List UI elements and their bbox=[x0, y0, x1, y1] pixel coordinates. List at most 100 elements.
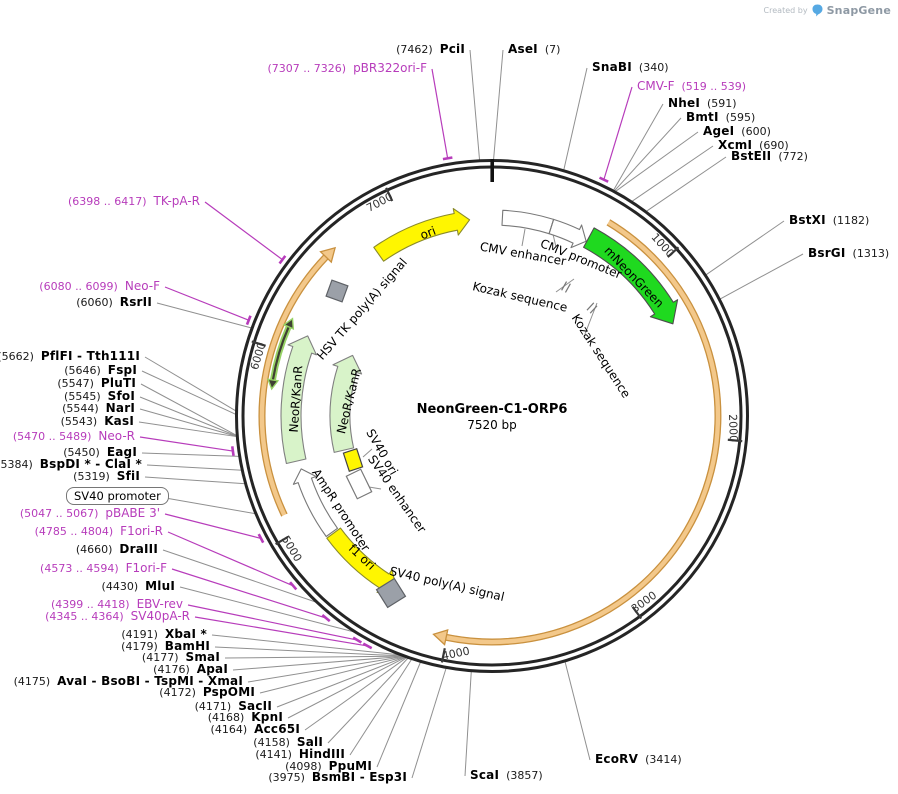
enzyme-entry-acc65i[interactable]: (4164) Acc65I bbox=[211, 722, 300, 737]
enzyme-label-sfii[interactable]: SfiI bbox=[116, 469, 140, 483]
enzyme-entry-avai-bsobi-tspmi-xmai[interactable]: (4175) AvaI - BsoBI - TspMI - XmaI bbox=[14, 674, 243, 689]
primer-label-neo-f[interactable]: Neo-F bbox=[124, 279, 160, 293]
primer-entry-neo-f[interactable]: (6080 .. 6099) Neo-F bbox=[39, 279, 160, 294]
primer-label-pbabe-3[interactable]: pBABE 3' bbox=[105, 506, 160, 520]
enzyme-entry-pcii[interactable]: (7462) PciI bbox=[396, 42, 465, 57]
enzyme-label-agei[interactable]: AgeI bbox=[703, 124, 735, 138]
enzyme-entry-agei[interactable]: AgeI (600) bbox=[703, 124, 771, 139]
enzyme-label-xcmi[interactable]: XcmI bbox=[718, 138, 753, 152]
enzyme-entry-bsteii[interactable]: BstEII (772) bbox=[731, 149, 808, 164]
enzyme-label-bsmbi-esp3i[interactable]: BsmBI - Esp3I bbox=[311, 770, 407, 784]
enzyme-label-bsteii[interactable]: BstEII bbox=[731, 149, 772, 163]
enzyme-label-bstxi[interactable]: BstXI bbox=[789, 213, 826, 227]
enzyme-label-sali[interactable]: SalI bbox=[296, 735, 323, 749]
enzyme-label-pcii[interactable]: PciI bbox=[439, 42, 465, 56]
enzyme-label-acc65i[interactable]: Acc65I bbox=[254, 722, 300, 736]
primer-label-pbr322ori-f[interactable]: pBR322ori-F bbox=[353, 61, 427, 75]
enzyme-entry-bspdi-clai[interactable]: (5384) BspDI * - ClaI * bbox=[0, 457, 142, 472]
enzyme-entry-rsrii[interactable]: (6060) RsrII bbox=[76, 295, 152, 310]
feature-cmv-promoter-arrow[interactable] bbox=[548, 218, 587, 249]
feature-sv40-enhancer-box[interactable] bbox=[345, 468, 373, 500]
enzyme-entry-ecorv[interactable]: EcoRV (3414) bbox=[595, 752, 682, 767]
feature-cds-arc-right[interactable] bbox=[432, 219, 722, 646]
enzyme-label-ecorv[interactable]: EcoRV bbox=[595, 752, 639, 766]
enzyme-label-asei[interactable]: AseI bbox=[508, 42, 538, 56]
primer-label-tk-pa-r[interactable]: TK-pA-R bbox=[153, 194, 201, 208]
enzyme-entry-pluti[interactable]: (5547) PluTI bbox=[57, 376, 136, 391]
primer-entry-ebv-rev[interactable]: (4399 .. 4418) EBV-rev bbox=[51, 597, 183, 612]
enzyme-label-mlui[interactable]: MluI bbox=[145, 579, 175, 593]
feature-hsv-tk-polya-box[interactable] bbox=[325, 279, 349, 303]
feature-ampr-promoter-arrow[interactable] bbox=[292, 468, 339, 538]
enzyme-entry-bstxi[interactable]: BstXI (1182) bbox=[789, 213, 869, 228]
primer-label-f1ori-f[interactable]: F1ori-F bbox=[125, 561, 167, 575]
enzyme-label-pspomi[interactable]: PspOMI bbox=[202, 685, 255, 699]
feature-cmv-enhancer-arrow[interactable] bbox=[501, 209, 555, 235]
primer-label-ebv-rev[interactable]: EBV-rev bbox=[136, 597, 183, 611]
enzyme-label-kpni[interactable]: KpnI bbox=[251, 710, 283, 724]
enzyme-label-fspi[interactable]: FspI bbox=[107, 363, 137, 377]
enzyme-entry-kasi[interactable]: (5543) KasI bbox=[61, 414, 134, 429]
enzyme-label-nari[interactable]: NarI bbox=[105, 401, 135, 415]
enzyme-label-snabi[interactable]: SnaBI bbox=[592, 60, 632, 74]
enzyme-entry-apai[interactable]: (4176) ApaI bbox=[153, 662, 228, 677]
enzyme-entry-bsrgi[interactable]: BsrGI (1313) bbox=[808, 246, 889, 261]
enzyme-entry-pflfi-tth111i[interactable]: (5662) PflFI - Tth111I bbox=[0, 349, 140, 364]
enzyme-entry-snabi[interactable]: SnaBI (340) bbox=[592, 60, 669, 75]
enzyme-entry-hindiii[interactable]: (4141) HindIII bbox=[255, 747, 345, 762]
enzyme-entry-sacii[interactable]: (4171) SacII bbox=[195, 699, 272, 714]
primer-entry-cmv-f[interactable]: CMV-F (519 .. 539) bbox=[637, 79, 746, 94]
enzyme-label-nhei[interactable]: NheI bbox=[668, 96, 700, 110]
enzyme-label-bmti[interactable]: BmtI bbox=[686, 110, 719, 124]
primer-entry-f1ori-r[interactable]: (4785 .. 4804) F1ori-R bbox=[35, 524, 163, 539]
feature-sv40-polya-box[interactable] bbox=[375, 577, 407, 609]
enzyme-entry-nari[interactable]: (5544) NarI bbox=[62, 401, 135, 416]
enzyme-entry-nhei[interactable]: NheI (591) bbox=[668, 96, 737, 111]
primer-entry-neo-r[interactable]: (5470 .. 5489) Neo-R bbox=[13, 429, 135, 444]
enzyme-label-sfoi[interactable]: SfoI bbox=[107, 389, 135, 403]
feature-neor-kanr-inner-arrow[interactable] bbox=[329, 354, 363, 453]
enzyme-entry-pspomi[interactable]: (4172) PspOMI bbox=[159, 685, 255, 700]
enzyme-label-eagi[interactable]: EagI bbox=[106, 445, 137, 459]
enzyme-label-rsrii[interactable]: RsrII bbox=[119, 295, 152, 309]
feature-double-arrow[interactable] bbox=[266, 317, 295, 391]
enzyme-entry-eagi[interactable]: (5450) EagI bbox=[63, 445, 137, 460]
enzyme-label-bsrgi[interactable]: BsrGI bbox=[808, 246, 846, 260]
enzyme-entry-draiii[interactable]: (4660) DraIII bbox=[76, 542, 158, 557]
enzyme-label-xbai[interactable]: XbaI * bbox=[164, 627, 207, 641]
enzyme-entry-scai[interactable]: ScaI (3857) bbox=[470, 768, 543, 783]
enzyme-label-avai-bsobi-tspmi-xmai[interactable]: AvaI - BsoBI - TspMI - XmaI bbox=[57, 674, 243, 688]
feature-cds-arc-left[interactable] bbox=[258, 246, 337, 517]
enzyme-label-bspdi-clai[interactable]: BspDI * - ClaI * bbox=[39, 457, 142, 471]
primer-label-cmv-f[interactable]: CMV-F bbox=[637, 79, 675, 93]
enzyme-label-sacii[interactable]: SacII bbox=[238, 699, 272, 713]
enzyme-entry-bmti[interactable]: BmtI (595) bbox=[686, 110, 755, 125]
enzyme-entry-kpni[interactable]: (4168) KpnI bbox=[208, 710, 283, 725]
enzyme-entry-bamhi[interactable]: (4179) BamHI bbox=[121, 639, 210, 654]
primer-entry-pbabe-3[interactable]: (5047 .. 5067) pBABE 3' bbox=[20, 506, 160, 521]
feature-label-sv40-promoter-boxed[interactable]: SV40 promoter bbox=[66, 487, 169, 505]
enzyme-label-ppumi[interactable]: PpuMI bbox=[328, 759, 372, 773]
enzyme-label-pluti[interactable]: PluTI bbox=[100, 376, 136, 390]
enzyme-entry-mlui[interactable]: (4430) MluI bbox=[102, 579, 175, 594]
enzyme-entry-bsmbi-esp3i[interactable]: (3975) BsmBI - Esp3I bbox=[268, 770, 407, 785]
primer-entry-sv40pa-r[interactable]: (4345 .. 4364) SV40pA-R bbox=[45, 609, 190, 624]
enzyme-entry-sfoi[interactable]: (5545) SfoI bbox=[64, 389, 135, 404]
enzyme-label-bamhi[interactable]: BamHI bbox=[164, 639, 210, 653]
enzyme-entry-xbai[interactable]: (4191) XbaI * bbox=[121, 627, 207, 642]
primer-label-neo-r[interactable]: Neo-R bbox=[98, 429, 135, 443]
feature-mneongreen-arrow[interactable] bbox=[583, 227, 679, 325]
enzyme-entry-ppumi[interactable]: (4098) PpuMI bbox=[285, 759, 372, 774]
enzyme-label-kasi[interactable]: KasI bbox=[104, 414, 134, 428]
enzyme-entry-smai[interactable]: (4177) SmaI bbox=[142, 650, 220, 665]
primer-entry-pbr322ori-f[interactable]: (7307 .. 7326) pBR322ori-F bbox=[268, 61, 428, 76]
enzyme-label-smai[interactable]: SmaI bbox=[185, 650, 220, 664]
enzyme-entry-sali[interactable]: (4158) SalI bbox=[253, 735, 323, 750]
primer-entry-tk-pa-r[interactable]: (6398 .. 6417) TK-pA-R bbox=[68, 194, 200, 209]
primer-label-sv40pa-r[interactable]: SV40pA-R bbox=[130, 609, 190, 623]
enzyme-entry-fspi[interactable]: (5646) FspI bbox=[64, 363, 137, 378]
feature-ori-arrow[interactable] bbox=[373, 208, 471, 262]
enzyme-entry-sfii[interactable]: (5319) SfiI bbox=[73, 469, 140, 484]
feature-sv40-ori-box[interactable] bbox=[342, 448, 364, 472]
enzyme-entry-asei[interactable]: AseI (7) bbox=[508, 42, 560, 57]
